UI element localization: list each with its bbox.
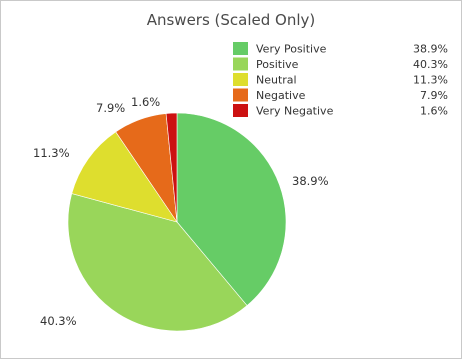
- slice-label-neutral: 11.3%: [33, 146, 70, 160]
- legend-name-positive: Positive: [256, 58, 299, 71]
- pie-slice-neutral: [71, 131, 178, 223]
- legend-value-neutral: 11.3%: [413, 74, 448, 87]
- slice-label-very-negative: 1.6%: [131, 95, 160, 109]
- legend-swatch-negative: [233, 88, 248, 102]
- pie-slice-very-negative: [165, 112, 178, 223]
- pie-slice-very-positive: [176, 112, 287, 306]
- legend-name-negative: Negative: [256, 89, 306, 102]
- legend-swatch-very-positive: [233, 42, 248, 55]
- pie-slice-positive: [67, 193, 248, 332]
- legend-value-positive: 40.3%: [413, 58, 448, 71]
- slice-label-positive: 40.3%: [40, 314, 77, 328]
- chart-title: Answers (Scaled Only): [146, 11, 316, 29]
- legend-name-very-negative: Very Negative: [256, 105, 334, 118]
- legend-value-very-negative: 1.6%: [420, 105, 448, 118]
- legend-swatch-neutral: [233, 73, 248, 86]
- legend-name-very-positive: Very Positive: [256, 43, 327, 56]
- legend-value-very-positive: 38.9%: [413, 43, 448, 56]
- legend-swatch-very-negative: [233, 104, 248, 117]
- legend-swatch-positive: [233, 57, 248, 71]
- slice-label-very-positive: 38.9%: [292, 174, 329, 188]
- legend-value-negative: 7.9%: [420, 89, 448, 102]
- legend-name-neutral: Neutral: [256, 74, 297, 87]
- slice-label-negative: 7.9%: [96, 101, 125, 115]
